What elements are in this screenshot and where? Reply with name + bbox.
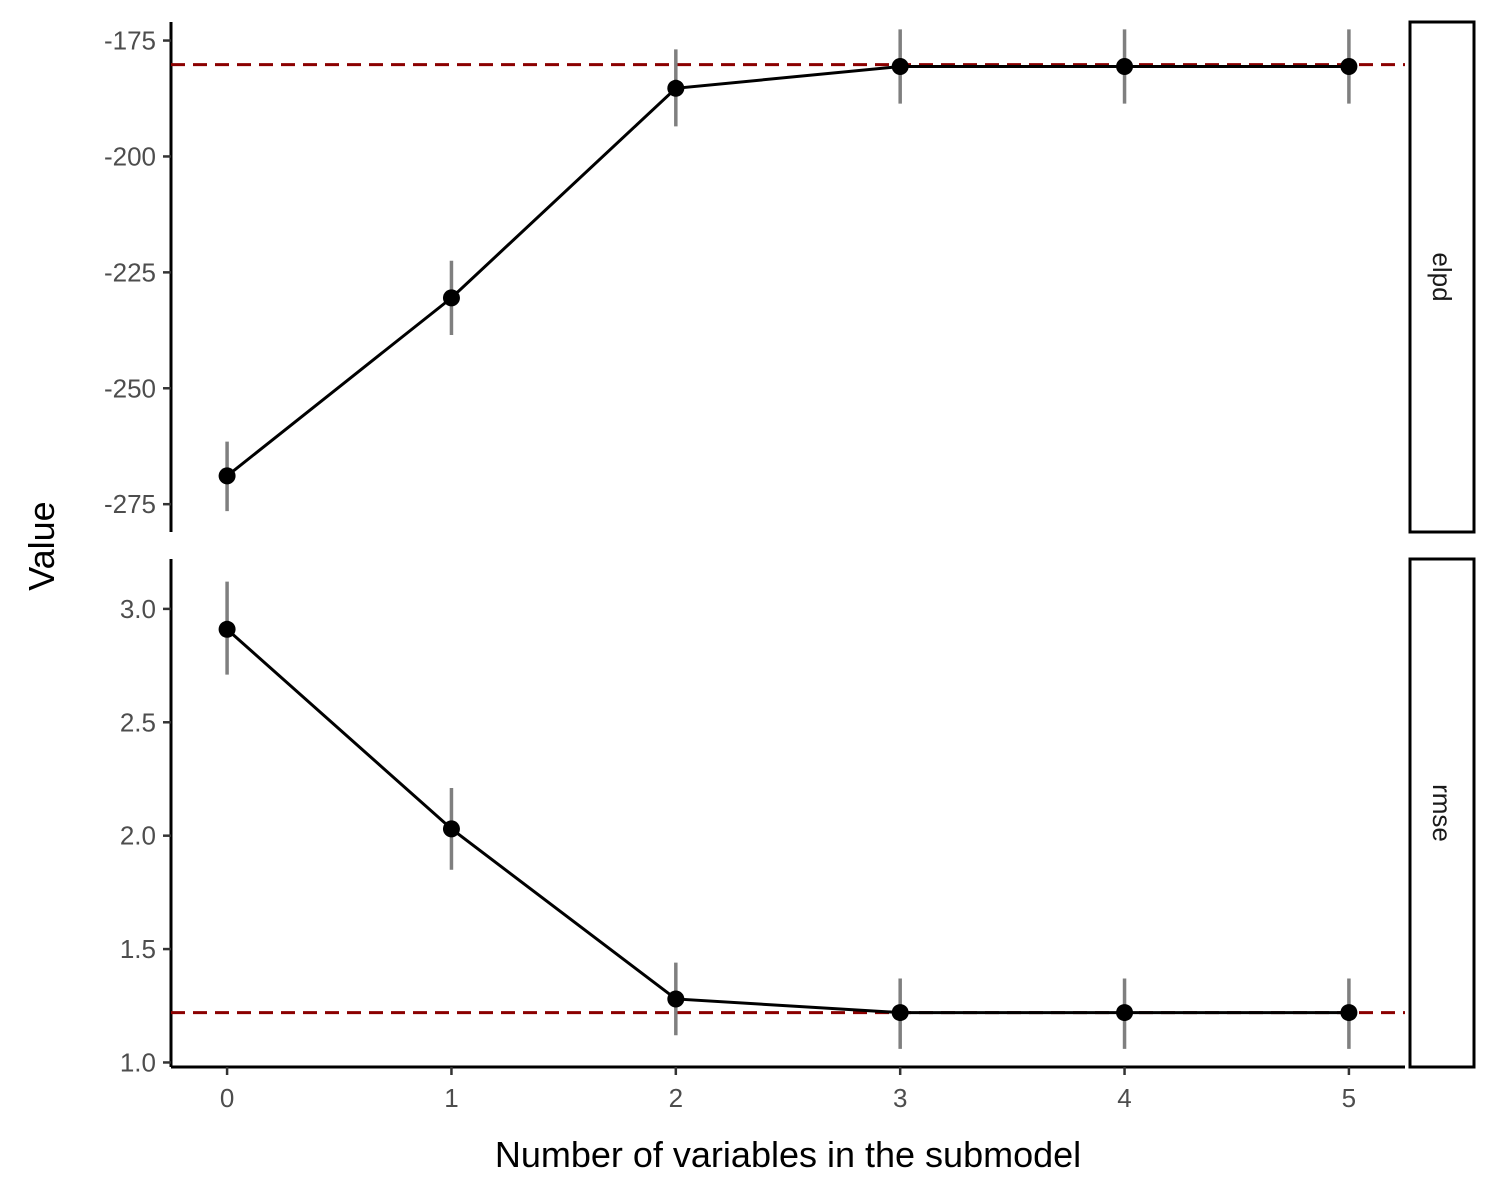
x-tick-label: 2 [669,1083,683,1113]
x-tick-label: 0 [220,1083,234,1113]
data-point [891,1004,909,1022]
strip-label: elpd [1427,252,1457,301]
x-tick-label: 3 [893,1083,907,1113]
y-tick-label: 1.5 [120,934,156,964]
strip-box [1408,20,1476,534]
data-point [1116,1004,1134,1022]
y-tick-label: -275 [104,489,156,519]
y-axis-title: Value [21,501,62,590]
y-tick-label: -250 [104,373,156,403]
strip-box [1408,557,1476,1069]
y-tick-label: -225 [104,257,156,287]
panel-rmse: 3.0 2.5 2.0 1.5 1.0 rmse [120,557,1476,1077]
data-point [1340,58,1358,76]
data-point [667,79,685,97]
data-point [1116,58,1134,76]
x-axis-title: Number of variables in the submodel [495,1134,1081,1175]
y-tick-label: 1.0 [120,1047,156,1077]
strip-label: rmse [1427,784,1457,842]
x-tick-label: 1 [444,1083,458,1113]
series-line [226,65,1349,478]
x-tick-label: 4 [1117,1083,1131,1113]
data-point [218,620,236,638]
data-point [442,289,460,307]
y-tick-label: 3.0 [120,594,156,624]
y-tick-label: -175 [104,26,156,56]
y-tick-label: 2.0 [120,821,156,851]
data-point [891,58,909,76]
y-tick-label: 2.5 [120,707,156,737]
y-tick-label: -200 [104,141,156,171]
data-point [667,990,685,1008]
data-point [218,467,236,485]
x-tick-label: 5 [1342,1083,1356,1113]
x-axis: 0 1 2 3 4 5 [171,1065,1405,1113]
panel-elpd: -175 -200 -225 -250 -275 elpd [104,20,1476,534]
data-point [442,820,460,838]
data-point [1340,1004,1358,1022]
series-line [226,628,1349,1015]
